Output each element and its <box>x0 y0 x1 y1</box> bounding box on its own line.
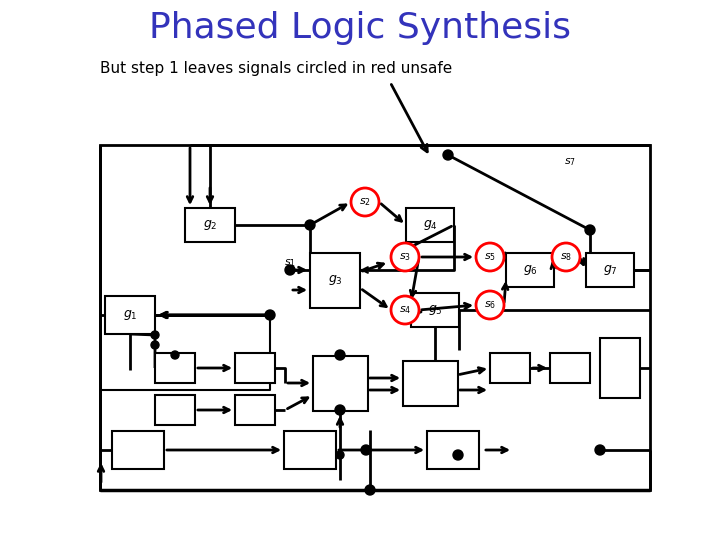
Bar <box>100 145 650 490</box>
Circle shape <box>336 451 344 459</box>
Circle shape <box>476 243 504 271</box>
Circle shape <box>595 445 605 455</box>
Text: $g_2$: $g_2$ <box>203 218 217 232</box>
Text: But step 1 leaves signals circled in red unsafe: But step 1 leaves signals circled in red… <box>100 60 452 76</box>
Circle shape <box>391 243 419 271</box>
Text: $s_8$: $s_8$ <box>560 251 572 263</box>
Text: $g_7$: $g_7$ <box>603 263 618 277</box>
Bar <box>235 395 275 425</box>
Circle shape <box>335 405 345 415</box>
Bar <box>105 296 155 334</box>
Text: $s_3$: $s_3$ <box>399 251 411 263</box>
Text: $g_4$: $g_4$ <box>423 218 438 232</box>
Bar <box>310 253 360 307</box>
Bar <box>506 253 554 287</box>
Bar <box>600 338 640 398</box>
Circle shape <box>476 291 504 319</box>
Text: Phased Logic Synthesis: Phased Logic Synthesis <box>149 11 571 45</box>
Circle shape <box>552 243 580 271</box>
Text: $s_7$: $s_7$ <box>564 156 576 168</box>
Circle shape <box>305 220 315 230</box>
Circle shape <box>351 188 379 216</box>
Circle shape <box>151 341 159 349</box>
Bar <box>284 431 336 469</box>
Text: $s_5$: $s_5$ <box>484 251 496 263</box>
Circle shape <box>443 150 453 160</box>
Text: $g_5$: $g_5$ <box>428 303 442 317</box>
Text: $s_1$: $s_1$ <box>284 257 296 269</box>
Bar <box>427 431 479 469</box>
Text: $s_2$: $s_2$ <box>359 196 371 208</box>
Bar <box>312 355 367 410</box>
Bar <box>185 208 235 242</box>
Bar <box>411 293 459 327</box>
Text: $g_6$: $g_6$ <box>523 263 537 277</box>
Bar <box>550 353 590 383</box>
Circle shape <box>453 450 463 460</box>
Circle shape <box>365 485 375 495</box>
Bar <box>406 208 454 242</box>
Bar <box>155 395 195 425</box>
Text: $s_6$: $s_6$ <box>484 299 496 311</box>
Circle shape <box>335 350 345 360</box>
Text: $g_1$: $g_1$ <box>122 308 138 322</box>
Circle shape <box>361 445 371 455</box>
Circle shape <box>151 331 159 339</box>
Bar <box>586 253 634 287</box>
Text: $g_3$: $g_3$ <box>328 273 343 287</box>
Circle shape <box>391 296 419 324</box>
Circle shape <box>265 310 275 320</box>
Circle shape <box>585 225 595 235</box>
Text: $s_4$: $s_4$ <box>399 304 411 316</box>
Bar <box>155 353 195 383</box>
Circle shape <box>285 265 295 275</box>
Circle shape <box>171 351 179 359</box>
Bar <box>402 361 457 406</box>
Bar <box>112 431 164 469</box>
Bar <box>490 353 530 383</box>
Bar <box>235 353 275 383</box>
